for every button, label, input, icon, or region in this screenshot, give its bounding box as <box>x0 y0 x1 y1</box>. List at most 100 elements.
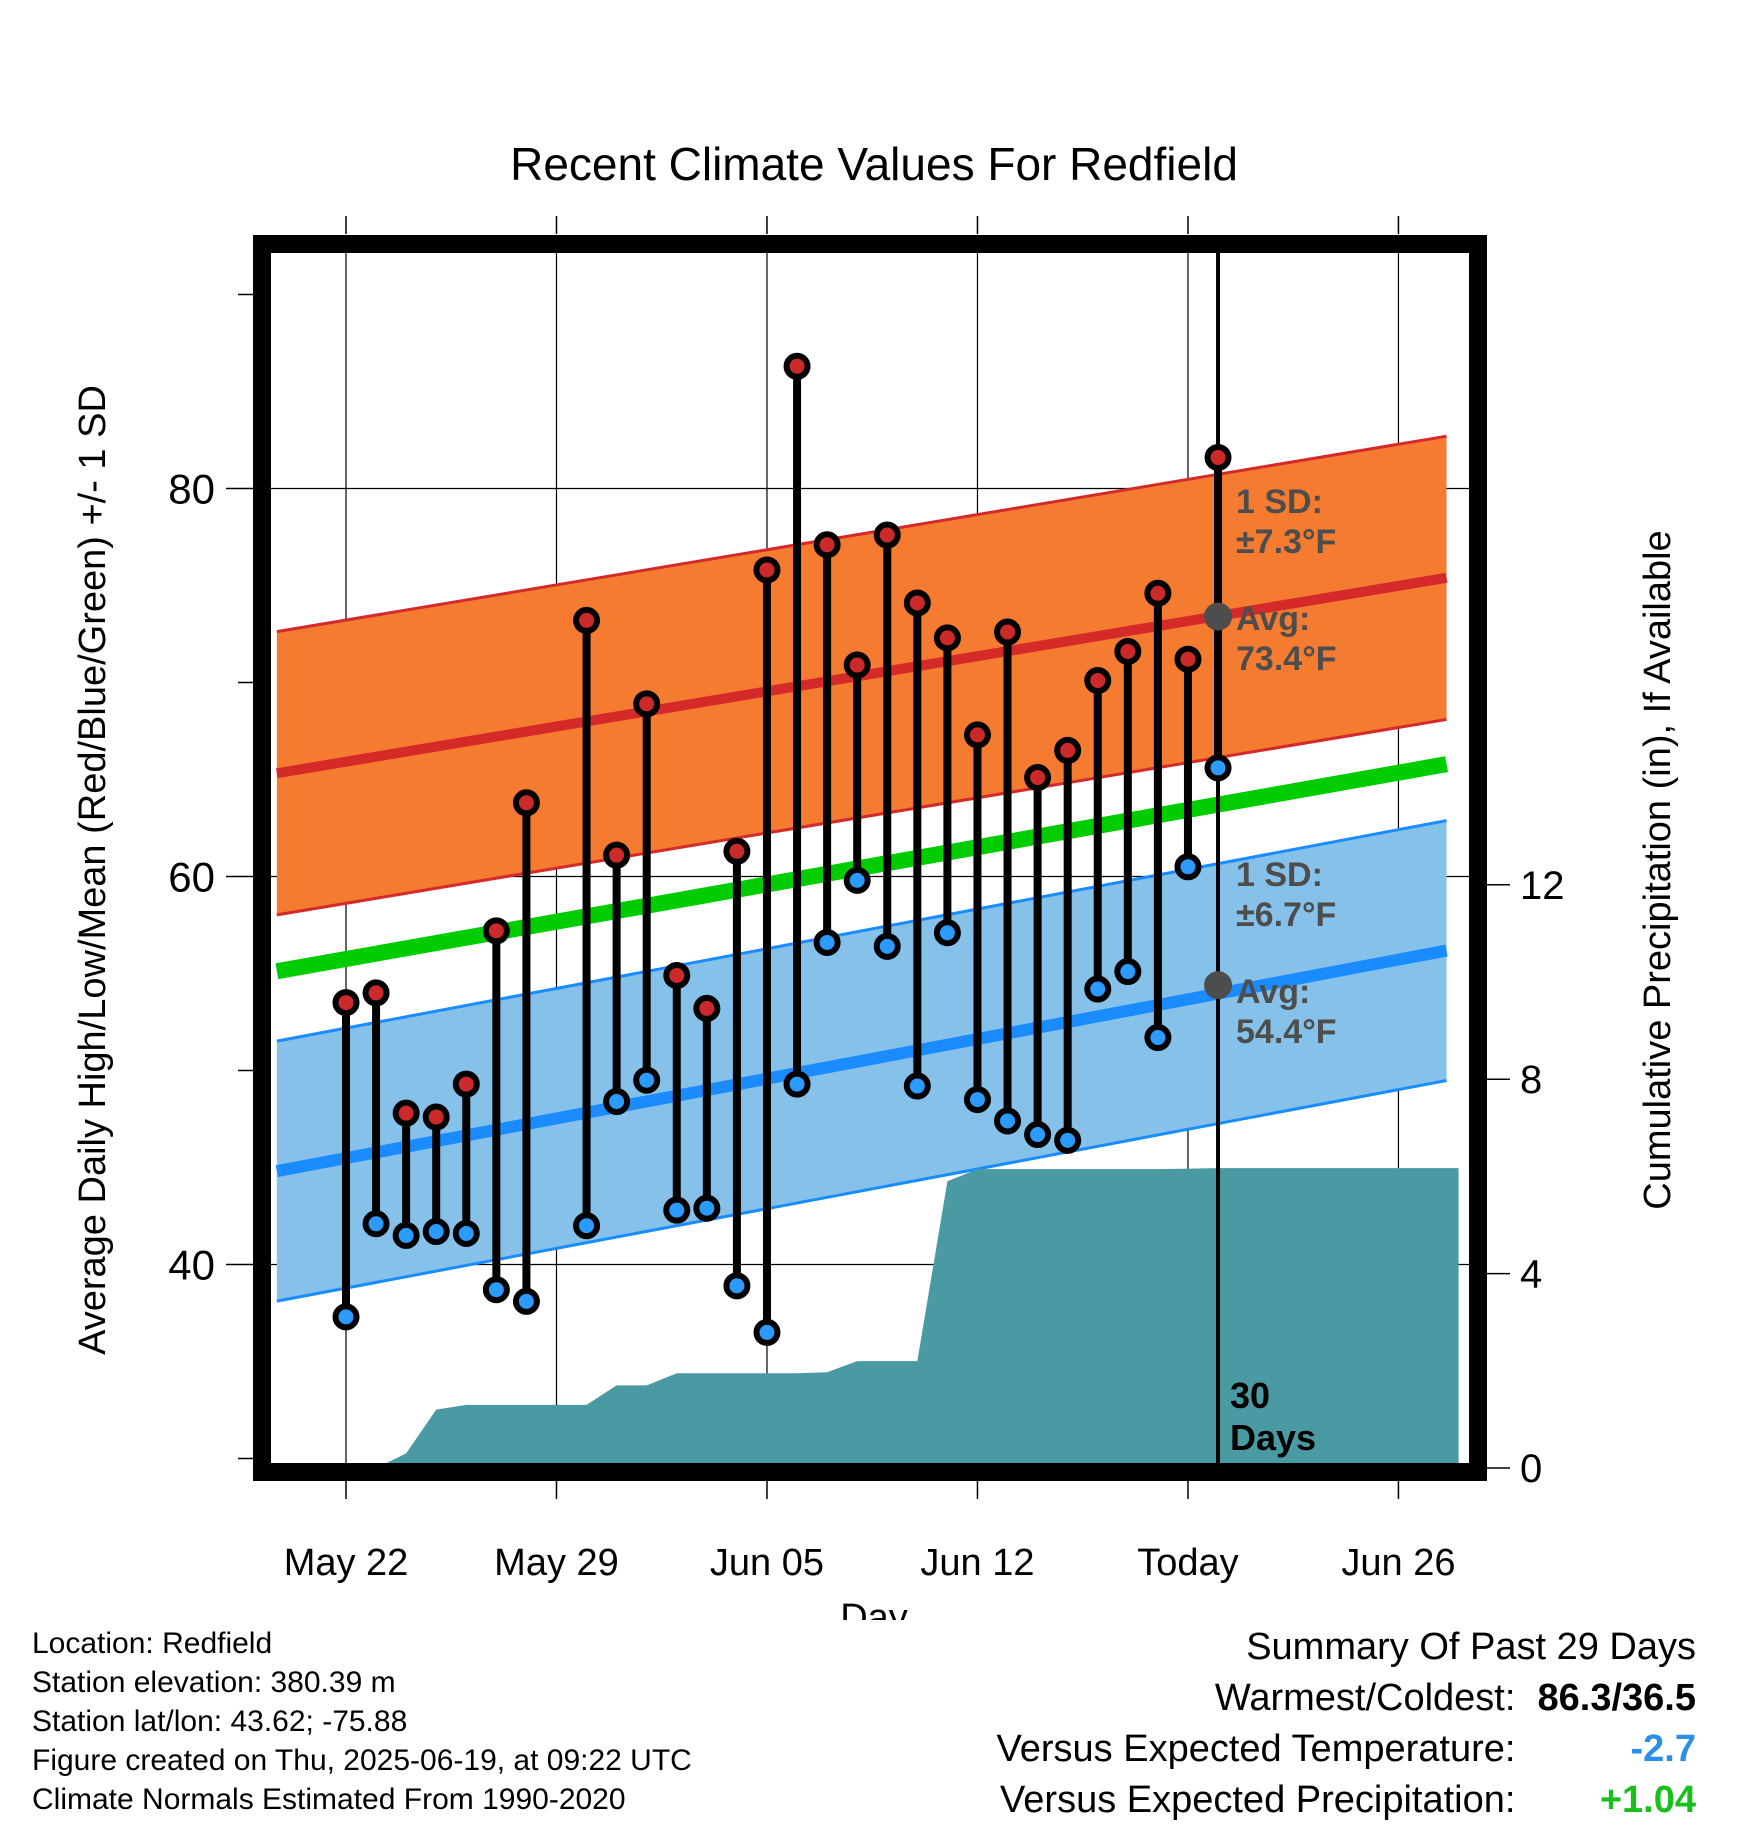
high-marker <box>753 556 781 584</box>
y-axis-label: Average Daily High/Low/Mean (Red/Blue/Gr… <box>72 385 114 1355</box>
y-right-tick-label: 12 <box>1520 864 1565 908</box>
summary-precip: Versus Expected Precipitation: +1.04 <box>997 1775 1696 1826</box>
normal-low-line <box>275 944 1448 1178</box>
high-marker <box>723 837 751 865</box>
low-marker <box>693 1194 721 1222</box>
precip-label: Versus Expected Precipitation: <box>1000 1779 1516 1821</box>
y-tick-label: 80 <box>168 466 215 513</box>
elevation-text: Station elevation: 380.39 m <box>32 1666 396 1699</box>
x-tick-label: May 22 <box>284 1542 409 1584</box>
today-low-avg-dot <box>1204 971 1233 1000</box>
window-label-days: Days <box>1230 1417 1316 1458</box>
high-band-lower-edge <box>276 717 1447 917</box>
low-marker <box>1174 853 1202 881</box>
high-marker <box>843 651 871 679</box>
high-marker <box>963 721 991 749</box>
high-marker <box>512 789 540 817</box>
high-marker <box>783 352 811 380</box>
low-avg-label: Avg: <box>1236 973 1310 1011</box>
high-marker <box>813 531 841 559</box>
x-tick-label: Jun 26 <box>1341 1542 1455 1584</box>
high-marker <box>482 917 510 945</box>
chart-title: Recent Climate Values For Redfield <box>510 138 1238 190</box>
y-tick-label: 60 <box>168 854 215 901</box>
low-marker <box>753 1318 781 1346</box>
low-marker <box>633 1066 661 1094</box>
summary-panel: Summary Of Past 29 Days Warmest/Coldest:… <box>997 1622 1696 1826</box>
high-sd-label: 1 SD: <box>1236 483 1323 521</box>
low-marker <box>663 1196 691 1224</box>
low-marker <box>994 1107 1022 1135</box>
low-marker <box>332 1303 360 1331</box>
created-text: Figure created on Thu, 2025-06-19, at 09… <box>32 1744 692 1777</box>
low-marker <box>362 1210 390 1238</box>
high-marker <box>1024 764 1052 792</box>
low-marker <box>783 1070 811 1098</box>
low-marker <box>603 1088 631 1116</box>
low-marker <box>422 1218 450 1246</box>
window-label-number: 30 <box>1230 1375 1270 1416</box>
high-marker <box>422 1103 450 1131</box>
low-marker <box>843 866 871 894</box>
low-avg-value: 54.4°F <box>1236 1013 1337 1051</box>
y-tick-label: 40 <box>168 1242 215 1289</box>
high-marker <box>1204 443 1232 471</box>
high-marker <box>362 979 390 1007</box>
low-marker <box>512 1287 540 1315</box>
precip-area <box>315 1168 1459 1468</box>
high-sd-value: ±7.3°F <box>1236 523 1336 561</box>
high-marker <box>663 961 691 989</box>
low-marker <box>1114 958 1142 986</box>
low-sd-value: ±6.7°F <box>1236 896 1336 934</box>
low-marker <box>452 1219 480 1247</box>
high-marker <box>1084 667 1112 695</box>
summary-title: Summary Of Past 29 Days <box>1246 1626 1696 1668</box>
low-marker <box>873 932 901 960</box>
low-marker <box>723 1272 751 1300</box>
high-marker <box>933 624 961 652</box>
high-marker <box>1114 637 1142 665</box>
low-marker <box>1144 1024 1172 1052</box>
low-marker <box>963 1086 991 1114</box>
summary-warm-cold: Warmest/Coldest: 86.3/36.5 <box>997 1673 1696 1724</box>
low-marker <box>482 1276 510 1304</box>
high-marker <box>603 841 631 869</box>
climate-chart: Recent Climate Values For Redfield 1 SD:… <box>72 138 1679 1620</box>
x-tick-label: Jun 12 <box>920 1542 1034 1584</box>
high-marker <box>1174 645 1202 673</box>
high-marker <box>392 1099 420 1127</box>
normals-text: Climate Normals Estimated From 1990-2020 <box>32 1783 626 1816</box>
temp-value: -2.7 <box>1630 1728 1696 1770</box>
low-marker <box>1084 975 1112 1003</box>
precip-value: +1.04 <box>1599 1779 1696 1821</box>
high-marker <box>452 1070 480 1098</box>
low-marker <box>1204 754 1232 782</box>
location-text: Location: Redfield <box>32 1627 273 1660</box>
low-marker <box>813 928 841 956</box>
x-tick-label: May 29 <box>494 1542 619 1584</box>
high-marker <box>573 606 601 634</box>
y-right-tick-label: 0 <box>1520 1447 1542 1491</box>
low-band-upper-edge <box>276 819 1447 1043</box>
high-marker <box>994 618 1022 646</box>
high-marker <box>903 589 931 617</box>
high-band-upper-edge <box>276 434 1447 634</box>
x-tick-label: Jun 05 <box>710 1542 824 1584</box>
high-marker <box>873 521 901 549</box>
summary-temp: Versus Expected Temperature: -2.7 <box>997 1724 1696 1775</box>
y-axis-right-label: Cumulative Precipitation (in), If Availa… <box>1637 530 1679 1209</box>
high-avg-value: 73.4°F <box>1236 640 1337 678</box>
y-right-tick-label: 8 <box>1520 1058 1542 1102</box>
warm-cold-label: Warmest/Coldest: <box>1214 1677 1516 1719</box>
low-marker <box>573 1212 601 1240</box>
low-marker <box>1024 1121 1052 1149</box>
high-marker <box>1144 579 1172 607</box>
low-sd-label: 1 SD: <box>1236 856 1323 894</box>
high-marker <box>332 989 360 1017</box>
x-tick-label: Today <box>1137 1542 1238 1584</box>
low-marker <box>933 919 961 947</box>
high-marker <box>1054 736 1082 764</box>
y-right-tick-label: 4 <box>1520 1253 1542 1297</box>
